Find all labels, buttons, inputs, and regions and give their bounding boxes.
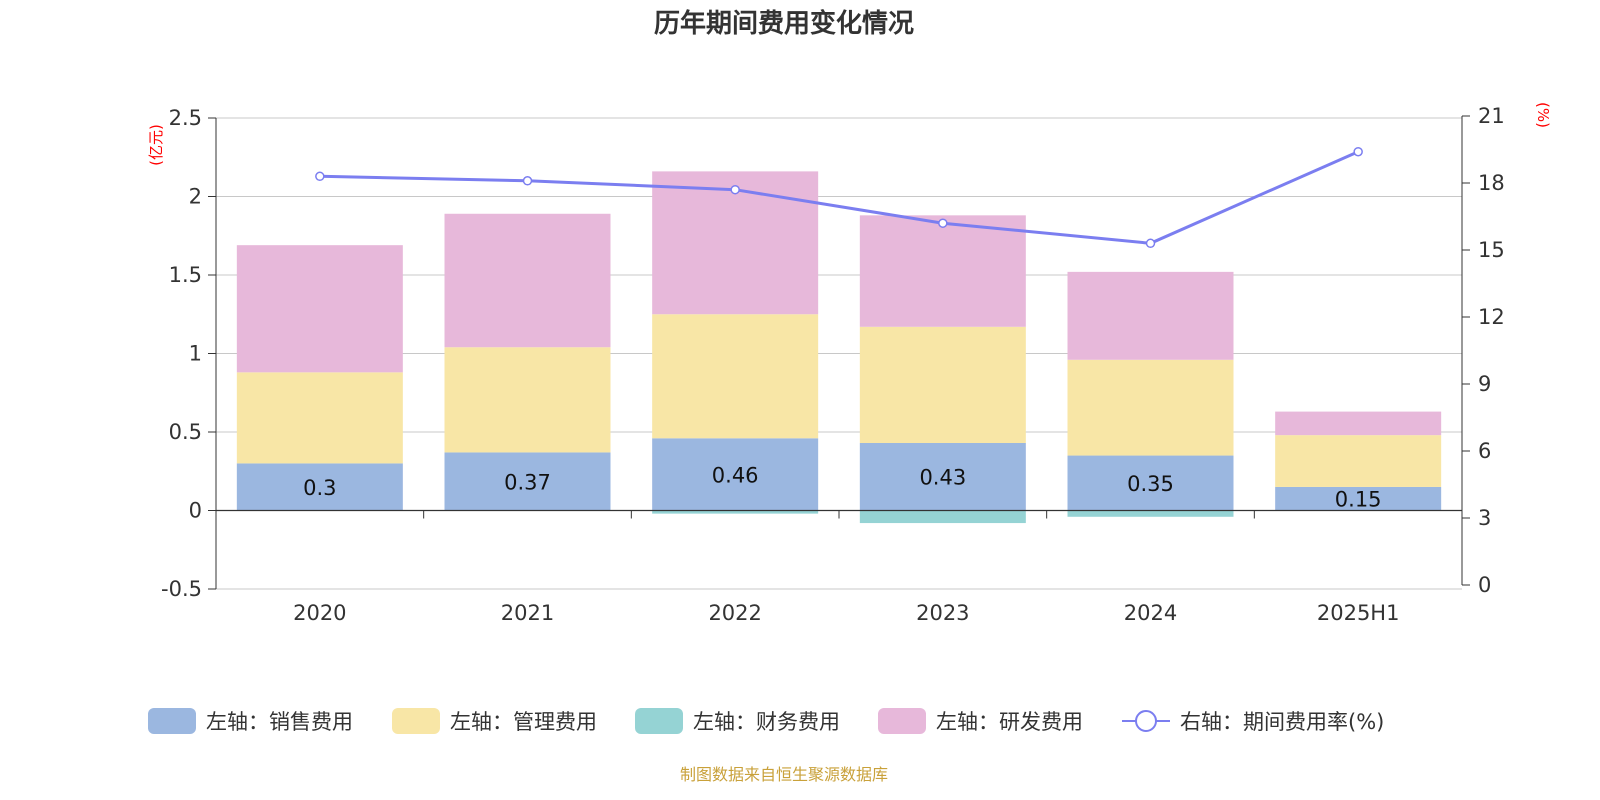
bar-segment bbox=[444, 213, 611, 348]
rate-line bbox=[319, 150, 1359, 245]
legend-swatch bbox=[878, 708, 926, 734]
rate-point bbox=[1145, 238, 1156, 249]
left-axis-tick-label: 2.5 bbox=[169, 106, 202, 130]
legend-label: 右轴：期间费用率(%) bbox=[1180, 710, 1384, 734]
legend-marker-icon bbox=[1135, 710, 1157, 732]
data-label: 0.3 bbox=[303, 476, 336, 500]
bar-segment bbox=[1067, 510, 1234, 517]
rate-point bbox=[938, 218, 948, 228]
right-axis-tick-label: 21 bbox=[1478, 104, 1505, 128]
bar-segment bbox=[1067, 359, 1234, 456]
data-label: 0.37 bbox=[504, 470, 551, 494]
left-axis-tick-label: -0.5 bbox=[161, 577, 202, 601]
bar-segment bbox=[859, 326, 1026, 443]
data-label: 0.46 bbox=[712, 463, 759, 487]
category-label: 2024 bbox=[1124, 601, 1177, 625]
legend-label: 左轴：研发费用 bbox=[936, 710, 1083, 734]
bar-segment bbox=[444, 452, 611, 511]
legend-swatch bbox=[392, 708, 440, 734]
legend-label: 左轴：管理费用 bbox=[450, 710, 597, 734]
left-axis-tick-label: 0 bbox=[189, 499, 202, 523]
rate-point bbox=[315, 171, 325, 182]
bar-segment bbox=[444, 347, 611, 453]
bar-segment bbox=[1067, 271, 1234, 360]
bar-segment bbox=[652, 510, 819, 514]
left-axis-tick-label: 0.5 bbox=[169, 420, 202, 444]
bar-segment bbox=[859, 442, 1026, 511]
data-label: 0.35 bbox=[1127, 472, 1174, 496]
right-axis-tick-label: 6 bbox=[1478, 439, 1491, 463]
bar-segment bbox=[652, 438, 819, 511]
bar-segment bbox=[1275, 411, 1442, 436]
right-axis-tick-label: 15 bbox=[1478, 238, 1505, 262]
right-axis-tick-label: 18 bbox=[1478, 171, 1505, 195]
legend-swatch bbox=[635, 708, 683, 734]
bar-segment bbox=[859, 510, 1026, 524]
legend: 左轴：销售费用 左轴：管理费用 左轴：财务费用 左轴：研发费用 右轴：期间费用率(%) bbox=[148, 708, 1384, 734]
axes: 2.5 2 1.5 1 0.5 0 -0.5 21 18 15 12 9 6 3 0 2020 2021 2022… bbox=[161, 104, 1505, 625]
category-label: 2023 bbox=[916, 601, 969, 625]
legend-label: 左轴：销售费用 bbox=[206, 710, 353, 734]
bar-segment bbox=[1275, 435, 1442, 487]
data-label: 0.43 bbox=[919, 466, 966, 490]
category-label: 2021 bbox=[501, 601, 554, 625]
category-label: 2022 bbox=[708, 601, 761, 625]
category-label: 2020 bbox=[293, 601, 346, 625]
rate-point bbox=[730, 184, 740, 195]
legend-swatch bbox=[148, 708, 196, 734]
bar-series bbox=[236, 171, 1442, 524]
bar-segment bbox=[652, 314, 819, 439]
bar-segment bbox=[859, 215, 1026, 327]
chart-title: 历年期间费用变化情况 bbox=[654, 8, 914, 39]
rate-point bbox=[522, 176, 533, 186]
left-axis-tick-label: 2 bbox=[189, 185, 202, 209]
data-source-note: 制图数据来自恒生聚源数据库 bbox=[680, 765, 888, 784]
legend-label: 左轴：财务费用 bbox=[693, 710, 840, 734]
rate-line-series bbox=[315, 146, 1363, 249]
right-axis-tick-label: 0 bbox=[1478, 573, 1491, 597]
bar-segment bbox=[1275, 486, 1442, 511]
bar-segment bbox=[236, 463, 403, 511]
left-axis-tick-label: 1 bbox=[189, 342, 202, 366]
rate-point bbox=[1353, 146, 1363, 157]
right-axis-unit: (%) bbox=[1534, 102, 1552, 128]
data-label: 0.15 bbox=[1335, 488, 1382, 512]
bar-segment bbox=[236, 372, 403, 464]
left-axis-tick-label: 1.5 bbox=[169, 263, 202, 287]
value-labels: 0.3 0.37 0.46 0.43 0.35 0.15 bbox=[303, 463, 1381, 511]
right-axis-tick-label: 12 bbox=[1478, 305, 1505, 329]
grid-lines bbox=[216, 117, 1462, 590]
bar-segment bbox=[652, 171, 819, 315]
left-axis-unit: (亿元) bbox=[147, 124, 165, 166]
bar-segment bbox=[236, 245, 403, 373]
category-label: 2025H1 bbox=[1317, 601, 1400, 625]
bar-segment bbox=[1067, 455, 1234, 511]
right-axis-tick-label: 9 bbox=[1478, 372, 1491, 396]
right-axis-tick-label: 3 bbox=[1478, 506, 1491, 530]
